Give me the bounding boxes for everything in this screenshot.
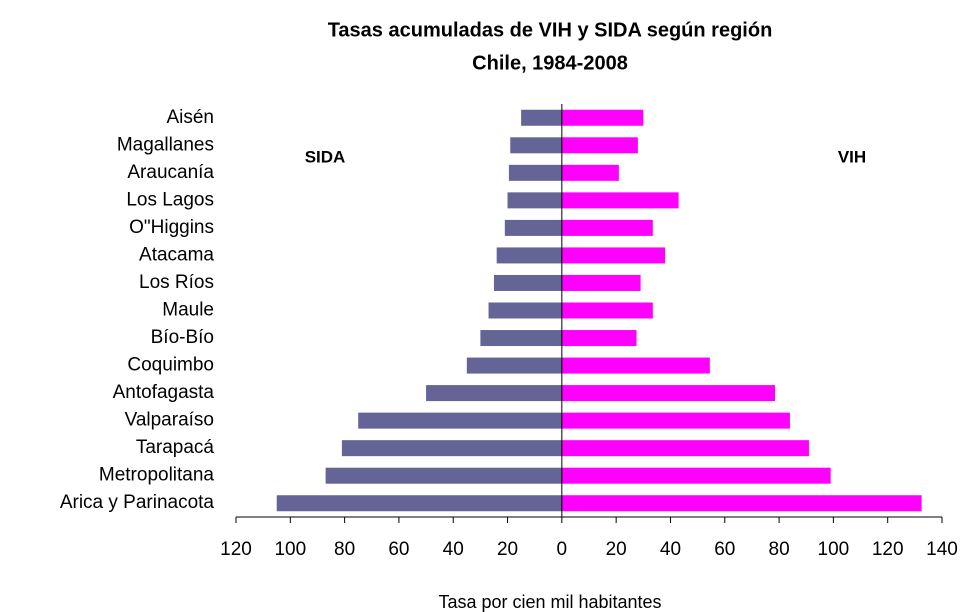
bar [561,164,619,181]
y-tick-label: Valparaíso [125,410,214,431]
x-tick-label: 60 [714,539,735,560]
x-tick-label: 20 [606,539,627,560]
bar [561,247,666,264]
y-tick-label: Tarapacá [136,437,215,458]
y-tick-label: Los Ríos [139,272,214,293]
x-tick-label: 120 [220,539,252,560]
series-label: VIH [838,147,866,166]
chart-subtitle: Chile, 1984-2008 [472,52,628,74]
y-tick-label: Aisén [166,107,214,128]
x-axis-title: Tasa por cien mil habitantes [438,592,661,612]
bar [521,109,562,126]
bar [341,440,562,457]
bar [561,192,679,209]
bar [561,440,809,457]
bar [561,495,922,512]
bar [561,412,790,429]
bar [561,137,638,154]
y-tick-label: Maule [162,300,214,321]
x-tick-label: 60 [388,539,409,560]
x-tick-label: 80 [769,539,790,560]
bar [561,357,710,374]
y-tick-label: Magallanes [117,134,214,155]
bar [325,467,562,484]
x-tick-label: 0 [557,539,568,560]
x-tick-label: 120 [872,539,904,560]
y-tick-label: Metropolitana [99,465,215,486]
bar [358,412,562,429]
bar [508,164,562,181]
bar [488,302,562,319]
x-tick-label: 40 [443,539,464,560]
bar [507,192,562,209]
y-tick-label: Coquimbo [127,355,214,376]
bar [504,219,562,236]
y-tick-label: Araucanía [127,162,214,183]
bar [561,385,776,402]
bar [510,137,562,154]
y-tick-label: Arica y Parinacota [60,492,215,513]
y-tick-label: Atacama [139,244,214,265]
bar [561,219,653,236]
series-label: SIDA [305,147,346,166]
x-tick-label: 80 [334,539,355,560]
y-tick-label: O"Higgins [129,217,214,238]
bar [561,467,831,484]
bar [561,274,641,291]
y-tick-label: Antofagasta [113,382,215,403]
x-tick-label: 100 [818,539,850,560]
x-tick-label: 140 [926,539,958,560]
bar [493,274,562,291]
bar [561,330,637,347]
bar [426,385,562,402]
bar [561,109,644,126]
bar [480,330,562,347]
bar [496,247,562,264]
chart-title: Tasas acumuladas de VIH y SIDA según reg… [328,19,773,41]
y-tick-label: Bío-Bío [151,327,214,348]
bar [276,495,562,512]
x-tick-label: 100 [274,539,306,560]
x-tick-label: 40 [660,539,681,560]
bar [466,357,562,374]
bar [561,302,653,319]
x-tick-label: 20 [497,539,518,560]
y-tick-label: Los Lagos [126,189,214,210]
